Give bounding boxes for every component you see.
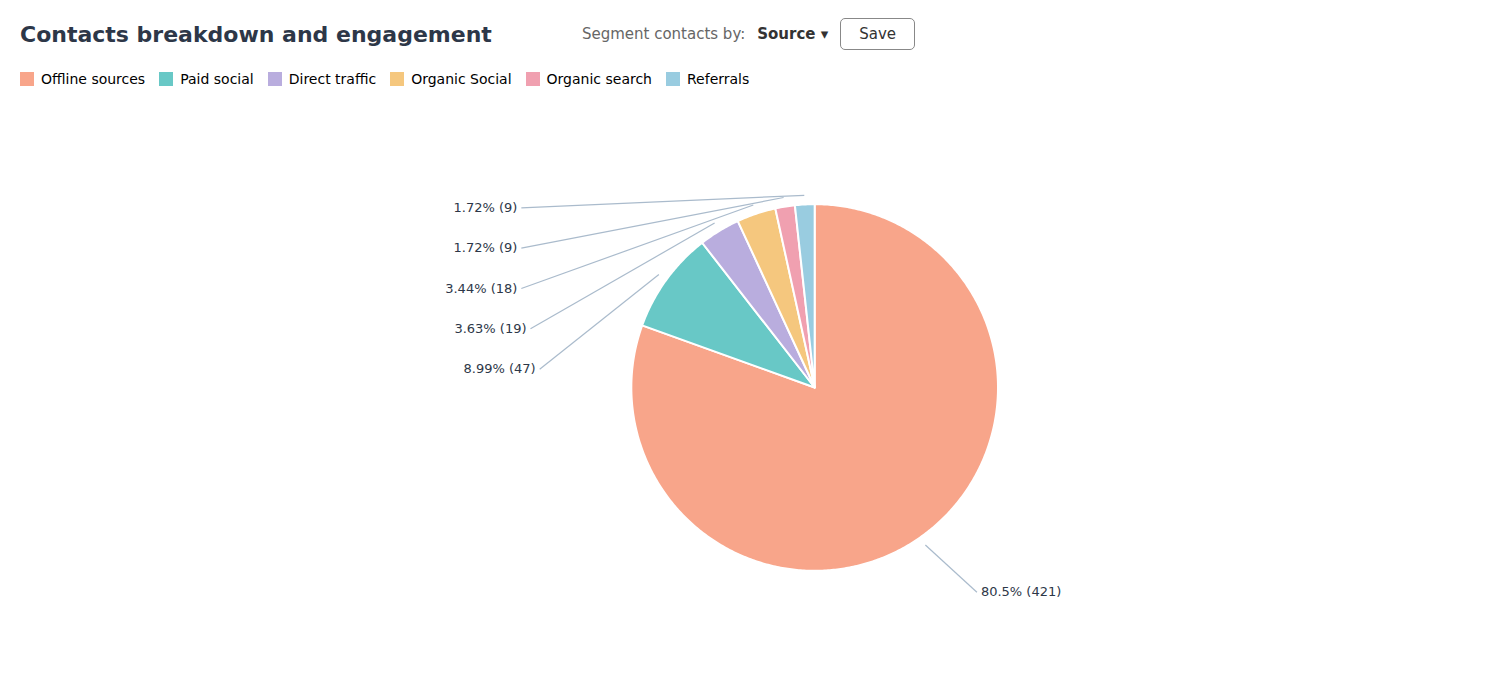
html-text:Source ▾: Source ▾ — [757, 25, 829, 43]
svg-text:8.99% (47): 8.99% (47) — [464, 361, 536, 376]
svg-text:1.72% (9): 1.72% (9) — [453, 240, 517, 255]
html-text:Offline sources: Offline sources — [41, 70, 146, 87]
html-text:Direct traffic: Direct traffic — [288, 70, 377, 87]
svg-text:3.63% (19): 3.63% (19) — [454, 321, 526, 336]
html-text:Contacts breakdown and engagem: Contacts breakdown and engagement — [20, 21, 492, 47]
svg-text:80.5% (421): 80.5% (421) — [981, 584, 1061, 599]
html-text:Save: Save — [859, 25, 897, 43]
svg-text:3.44% (18): 3.44% (18) — [445, 281, 517, 296]
html-text:Referrals: Referrals — [687, 70, 750, 87]
html-text:Organic search: Organic search — [546, 70, 652, 87]
html-text:Segment contacts by:: Segment contacts by: — [581, 25, 746, 43]
svg-text:1.72% (9): 1.72% (9) — [453, 200, 517, 215]
html-text:Paid social: Paid social — [180, 70, 254, 87]
html-text:Organic Social: Organic Social — [411, 70, 512, 87]
